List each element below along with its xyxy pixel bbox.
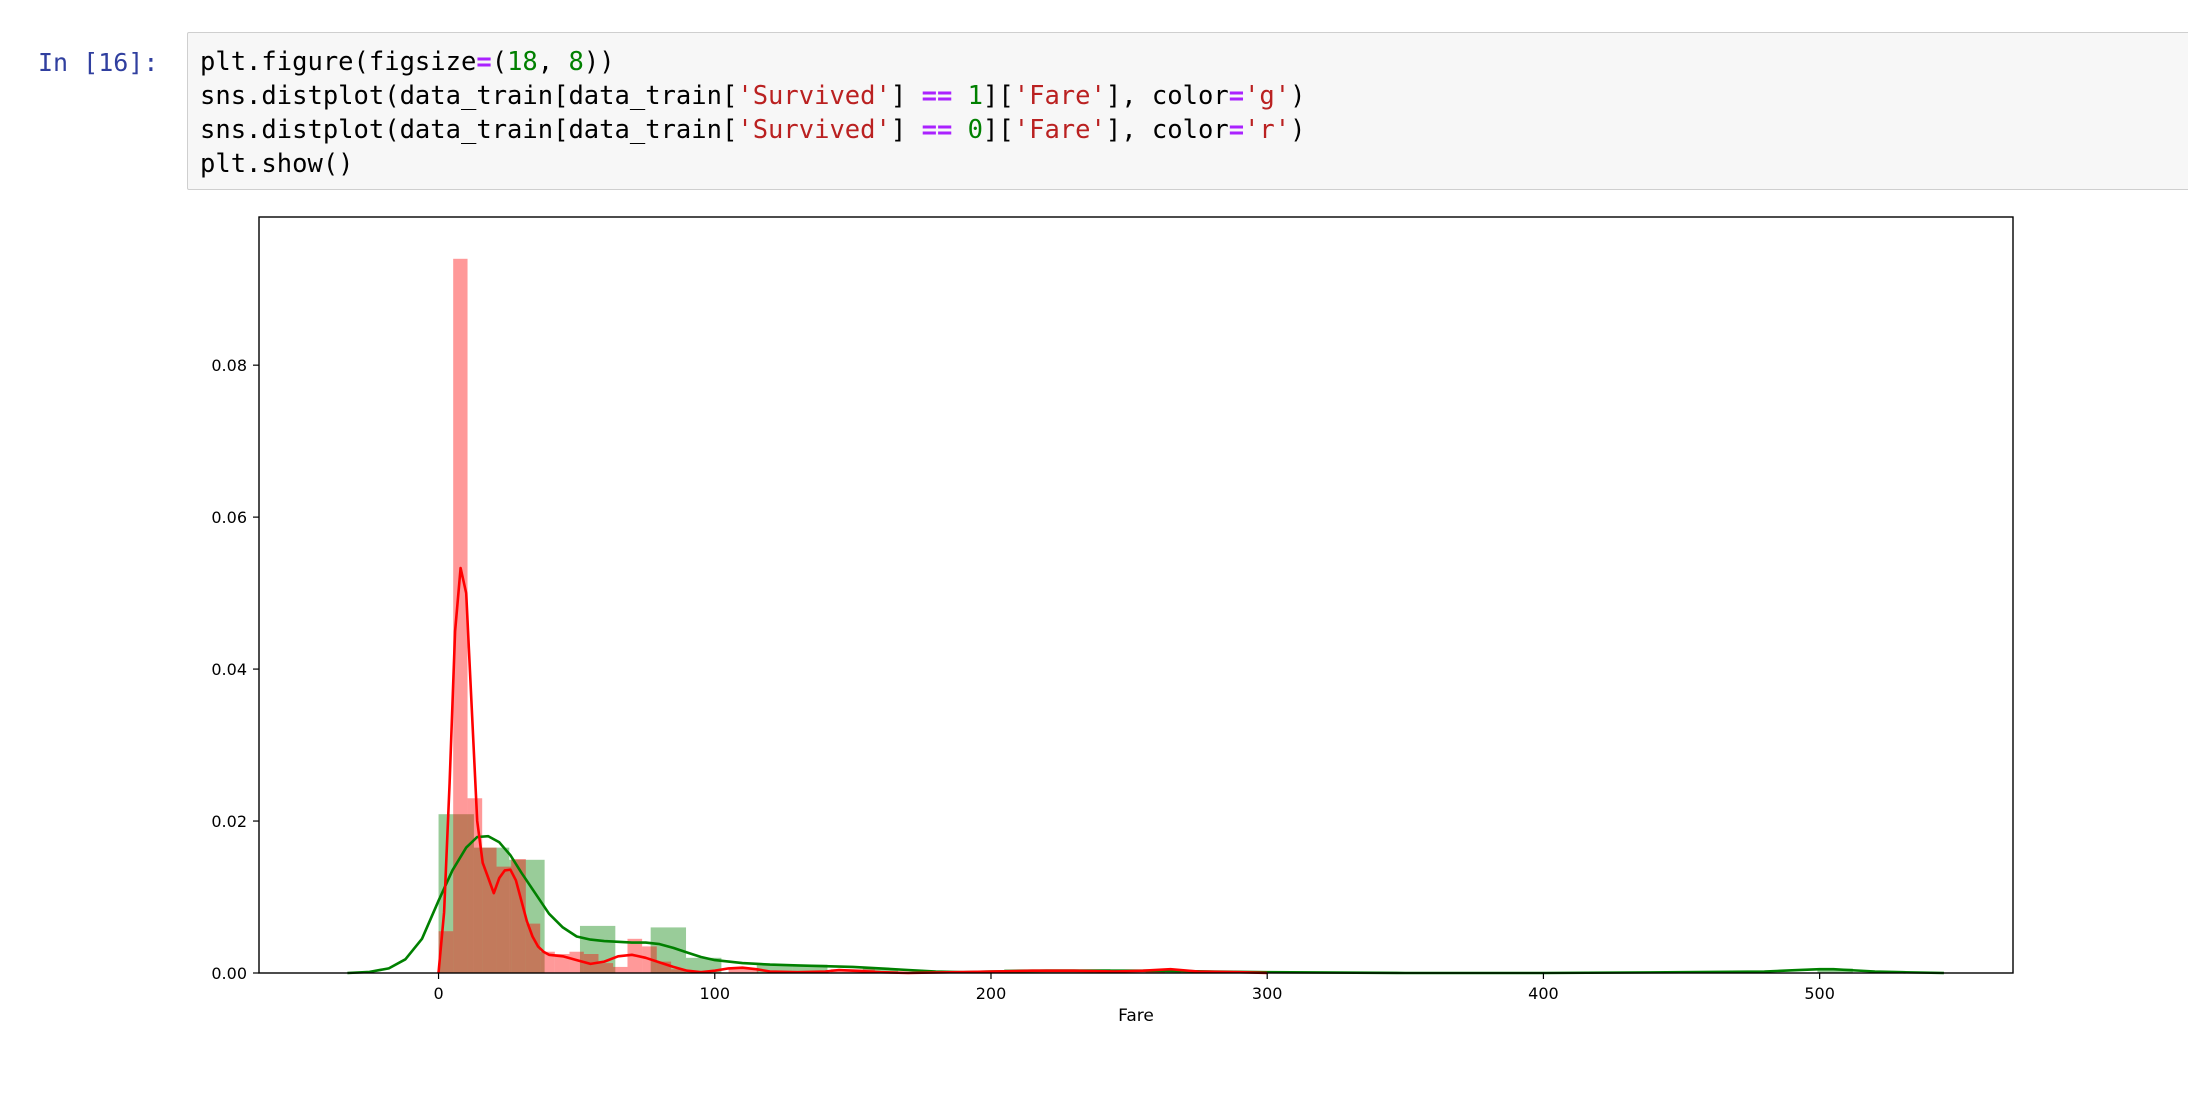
x-tick-label: 0	[433, 984, 443, 1003]
code-token: ], color	[1105, 81, 1229, 111]
histogram-bar	[728, 968, 759, 973]
y-tick-label: 0.06	[211, 508, 247, 527]
code-token: )	[1290, 81, 1306, 111]
histogram-bar	[511, 859, 526, 973]
histogram-bar	[473, 847, 510, 973]
x-axis: 0 100 200 300 400 500	[433, 973, 1835, 1003]
cell-output: 0 100 200 300 400 500 0.00 0.02 0.04 0.06 0.08 Fa…	[187, 200, 2188, 1106]
code-token	[952, 81, 967, 111]
code-token: ==	[921, 81, 953, 111]
code-line: plt.show()	[200, 149, 354, 179]
code-token: 'Survived'	[737, 81, 891, 111]
code-token: 'Fare'	[1013, 81, 1106, 111]
code-token: ], color	[1105, 115, 1229, 145]
histogram-bar	[756, 964, 793, 973]
histogram-bar	[453, 258, 468, 973]
code-token	[952, 115, 967, 145]
histogram-bar	[656, 961, 672, 973]
histogram-bar	[496, 866, 512, 973]
histogram-bar	[1817, 968, 1853, 973]
fare-distribution-chart: 0 100 200 300 400 500 0.00 0.02 0.04 0.06 0.08 Fa…	[211, 216, 2014, 1026]
histogram-bar	[598, 963, 614, 973]
histogram-bars	[438, 258, 1853, 973]
code-editor[interactable]: plt.figure(figsize=(18, 8)) sns.distplot…	[200, 45, 1305, 181]
code-token: )	[1290, 115, 1306, 145]
histogram-bar	[686, 957, 722, 973]
histogram-bar	[579, 925, 616, 973]
code-cell-input[interactable]: plt.figure(figsize=(18, 8)) sns.distplot…	[187, 32, 2188, 190]
code-token: 'g'	[1244, 81, 1291, 111]
code-token: ))	[583, 47, 615, 77]
code-token: ]	[890, 81, 922, 111]
x-tick-label: 400	[1528, 984, 1559, 1003]
code-token: ]	[890, 115, 922, 145]
code-token: plt.show()	[200, 149, 354, 179]
x-tick-label: 500	[1804, 984, 1835, 1003]
code-line: sns.distplot(data_train[data_train['Surv…	[200, 81, 1305, 111]
y-tick-label: 0.08	[211, 356, 247, 375]
code-token: 'Fare'	[1013, 115, 1106, 145]
kde-curves	[347, 566, 1944, 975]
code-token: (	[491, 47, 508, 77]
x-tick-label: 200	[976, 984, 1007, 1003]
code-token: ,	[537, 47, 569, 77]
histogram-bar	[467, 798, 483, 973]
histogram-bar	[862, 968, 899, 973]
histogram-bar	[525, 923, 541, 973]
histogram-bar	[554, 954, 570, 973]
code-line: plt.figure(figsize=(18, 8))	[200, 47, 615, 77]
histogram-bar	[613, 966, 628, 973]
code-token: 0	[967, 115, 984, 145]
histogram-bar	[792, 964, 828, 973]
histogram-bar	[482, 847, 497, 973]
code-token: 8	[568, 47, 584, 77]
code-line: sns.distplot(data_train[data_train['Surv…	[200, 115, 1305, 145]
code-token: 18	[507, 47, 538, 77]
y-tick-label: 0.02	[211, 812, 247, 831]
code-token: ][	[983, 81, 1014, 111]
x-tick-label: 100	[699, 984, 730, 1003]
y-tick-label: 0.00	[211, 964, 247, 983]
code-token: 'r'	[1244, 115, 1291, 145]
histogram-bar	[671, 969, 686, 973]
y-tick-label: 0.04	[211, 660, 247, 679]
code-token: sns.distplot(data_train[data_train[	[200, 81, 738, 111]
code-token: 1	[967, 81, 984, 111]
cell-prompt: In [16]:	[38, 48, 159, 77]
histogram-bar	[569, 951, 584, 973]
code-token: plt.figure(figsize	[200, 47, 477, 77]
code-token: ][	[983, 115, 1014, 145]
code-token: sns.distplot(data_train[data_train[	[200, 115, 738, 145]
code-token: =	[1228, 81, 1245, 111]
code-token: =	[476, 47, 492, 77]
plot-frame	[258, 216, 2014, 974]
histogram-bar	[540, 951, 555, 973]
code-token: ==	[921, 115, 953, 145]
x-tick-label: 300	[1252, 984, 1283, 1003]
kde-line	[437, 566, 1268, 975]
code-token: =	[1228, 115, 1245, 145]
y-axis: 0.00 0.02 0.04 0.06 0.08	[211, 356, 259, 983]
x-axis-label: Fare	[1118, 1006, 1154, 1026]
code-token: 'Survived'	[737, 115, 891, 145]
